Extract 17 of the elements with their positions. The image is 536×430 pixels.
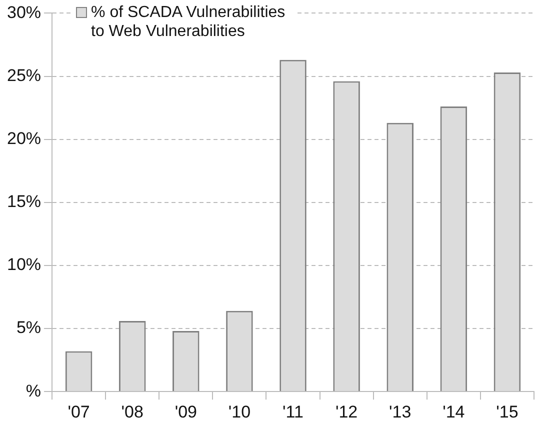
x-tick-label: '13 [389, 402, 412, 422]
y-tick-label: 20% [6, 129, 42, 148]
y-tick-label: 10% [6, 255, 42, 274]
y-tick-label: 25% [6, 66, 42, 85]
y-tick-label: 5% [16, 318, 42, 338]
x-tick-label: '12 [335, 402, 358, 422]
x-tick-label: '14 [442, 402, 465, 422]
legend-label: % of SCADA Vulnerabilities to Web Vulnerabilities [91, 3, 286, 42]
x-tick-label: '07 [68, 402, 90, 422]
y-tick-label: % [26, 381, 42, 400]
y-tick-label: 30% [6, 2, 42, 22]
y-tick-label: 15% [6, 192, 42, 212]
x-tick-label: '11 [282, 402, 304, 422]
x-tick-label: '08 [121, 402, 144, 422]
x-tick-label: '09 [174, 402, 197, 422]
x-tick-label: '15 [496, 402, 518, 422]
x-tick-label: '10 [228, 402, 251, 422]
